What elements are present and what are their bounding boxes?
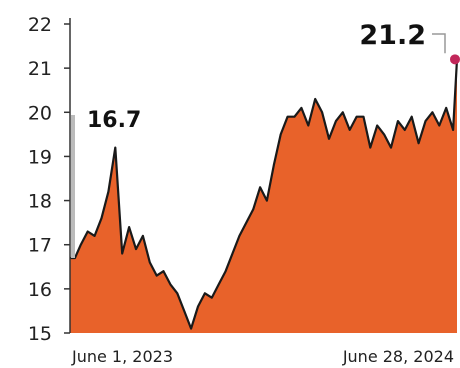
end-point-marker	[450, 54, 460, 65]
y-tick-label: 22	[28, 14, 52, 36]
x-tick-label-end: June 28, 2024	[342, 347, 454, 366]
series-line	[70, 59, 459, 330]
y-tick-label: 21	[28, 58, 52, 80]
end-value-label: 21.2	[359, 20, 426, 51]
y-tick-label: 16	[28, 279, 52, 301]
y-tick-label: 15	[28, 323, 52, 345]
x-tick-label-start: June 1, 2023	[71, 347, 173, 366]
start-value-label: 16.7	[87, 108, 141, 133]
y-tick-label: 20	[28, 102, 52, 124]
y-tick-label: 17	[28, 235, 52, 257]
y-tick-label: 19	[28, 146, 52, 168]
y-tick-label: 18	[28, 191, 52, 213]
end-leader-line	[432, 33, 446, 54]
